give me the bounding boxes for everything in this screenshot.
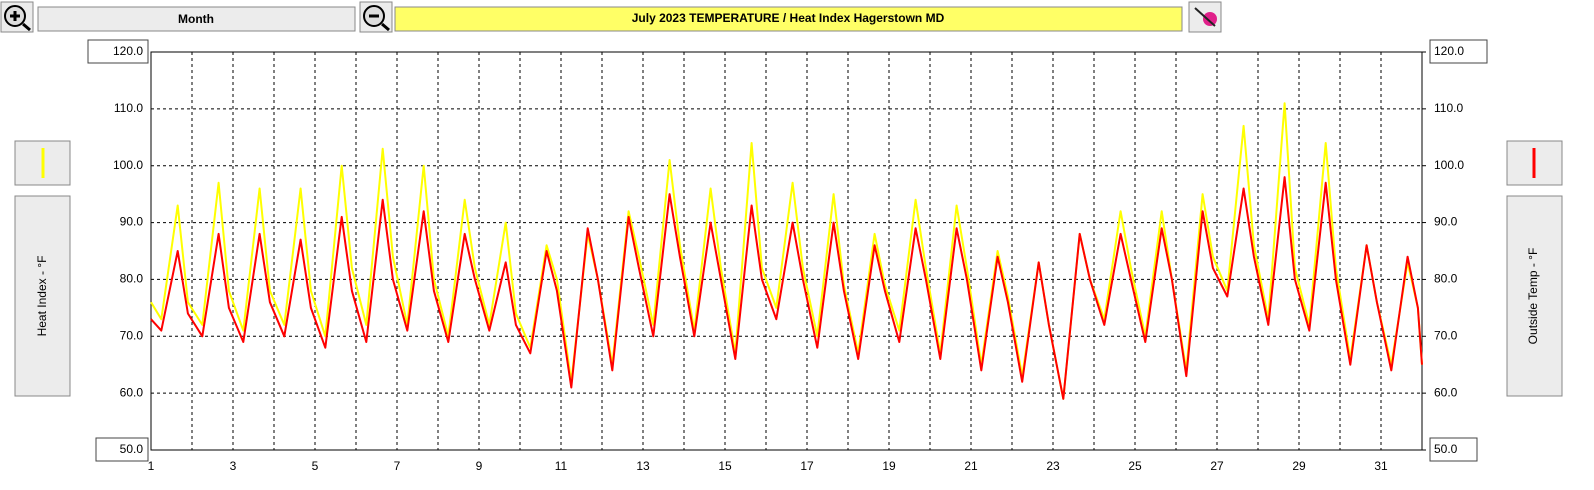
y-tick-label: 110.0 <box>114 101 143 115</box>
y2-tick-label: 110.0 <box>1434 101 1463 115</box>
y2-tick-label: 70.0 <box>1434 328 1458 342</box>
x-tick-label: 25 <box>1128 459 1142 473</box>
series-line <box>150 102 1423 400</box>
x-tick-label: 29 <box>1292 459 1306 473</box>
range-button[interactable]: Month <box>37 6 356 32</box>
y2-axis-label: Outside Temp - °F <box>1526 248 1540 345</box>
x-tick-label: 23 <box>1046 459 1060 473</box>
bottom-label-box <box>95 437 149 462</box>
right-axis-button[interactable]: Outside Temp - °F <box>1506 195 1563 397</box>
x-tick-label: 27 <box>1210 459 1224 473</box>
plot-frame <box>150 51 1423 451</box>
legend-heat-index[interactable] <box>14 140 71 186</box>
title-box <box>394 6 1183 32</box>
settings-button[interactable] <box>1188 1 1222 33</box>
x-tick-label: 15 <box>718 459 732 473</box>
zoom-in-button[interactable] <box>0 1 34 33</box>
y-axis-label: Heat Index - °F <box>35 256 49 337</box>
y-tick-label: 50.0 <box>120 442 144 456</box>
y2-tick-label: 80.0 <box>1434 272 1458 286</box>
y2-tick-label: 100.0 <box>1434 158 1464 172</box>
range-button-label: Month <box>178 12 214 26</box>
y-tick-label: 100.0 <box>113 158 143 172</box>
chart-title: July 2023 TEMPERATURE / Heat Index Hager… <box>632 11 945 25</box>
top-label-box <box>87 39 149 64</box>
zoom-out-button[interactable] <box>359 1 393 33</box>
bottom-label-box <box>1429 437 1478 462</box>
y2-tick-label: 90.0 <box>1434 215 1458 229</box>
x-tick-label: 31 <box>1374 459 1388 473</box>
x-tick-label: 1 <box>148 459 155 473</box>
y-tick-label: 60.0 <box>120 385 144 399</box>
x-tick-label: 7 <box>394 459 401 473</box>
y2-tick-label: 120.0 <box>1434 44 1464 58</box>
x-tick-label: 17 <box>800 459 814 473</box>
top-label-box <box>1429 39 1488 64</box>
x-tick-label: 21 <box>964 459 978 473</box>
y-tick-label: 80.0 <box>120 272 144 286</box>
y2-tick-label: 60.0 <box>1434 385 1458 399</box>
legend-outside-temp[interactable] <box>1506 140 1563 186</box>
series-line <box>150 176 1423 400</box>
y-tick-label: 70.0 <box>120 328 144 342</box>
x-tick-label: 3 <box>230 459 237 473</box>
left-axis-button[interactable]: Heat Index - °F <box>14 195 71 397</box>
x-tick-label: 5 <box>312 459 319 473</box>
x-tick-label: 13 <box>636 459 650 473</box>
y-tick-label: 120.0 <box>113 44 143 58</box>
y2-tick-label: 50.0 <box>1434 442 1458 456</box>
x-tick-label: 19 <box>882 459 896 473</box>
x-tick-label: 11 <box>555 459 568 473</box>
x-tick-label: 9 <box>476 459 483 473</box>
y-tick-label: 90.0 <box>120 215 144 229</box>
